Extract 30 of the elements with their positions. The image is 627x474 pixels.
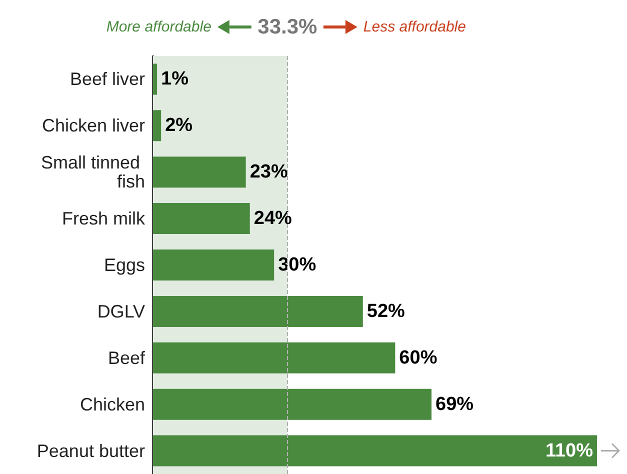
- bar: [153, 203, 250, 234]
- bar: [153, 250, 274, 280]
- y-tick-label: Peanut butter: [36, 440, 145, 461]
- y-tick-label: Fresh milk: [62, 208, 146, 229]
- data-label: 23%: [250, 162, 288, 183]
- data-label: 60%: [399, 347, 438, 368]
- y-tick-label: Small tinned fish: [40, 152, 145, 192]
- y-tick-label: Beef liver: [70, 69, 145, 90]
- y-tick-label: DGLV: [97, 301, 145, 322]
- data-label: 110%: [545, 440, 594, 462]
- data-label: 2%: [165, 115, 193, 136]
- bar: [153, 435, 597, 466]
- bar: [153, 156, 246, 188]
- bar: [153, 296, 363, 327]
- data-label: 52%: [366, 300, 406, 322]
- y-tick-label: Beef: [108, 348, 146, 368]
- y-tick-label: Chicken liver: [42, 116, 145, 136]
- ref-line-label: 33.3%: [258, 16, 318, 38]
- data-label: 24%: [254, 208, 292, 230]
- data-label: 69%: [436, 394, 474, 415]
- text: More affordable: [106, 18, 212, 36]
- y-tick-label: Chicken: [80, 394, 145, 414]
- text: Less affordable: [363, 18, 466, 36]
- bar: [153, 388, 432, 420]
- y-tick-label: Eggs: [104, 255, 145, 275]
- bar: [153, 110, 162, 142]
- data-label: 1%: [161, 68, 189, 90]
- bar: [153, 342, 396, 374]
- data-label: 30%: [278, 254, 316, 276]
- bar: [153, 64, 158, 95]
